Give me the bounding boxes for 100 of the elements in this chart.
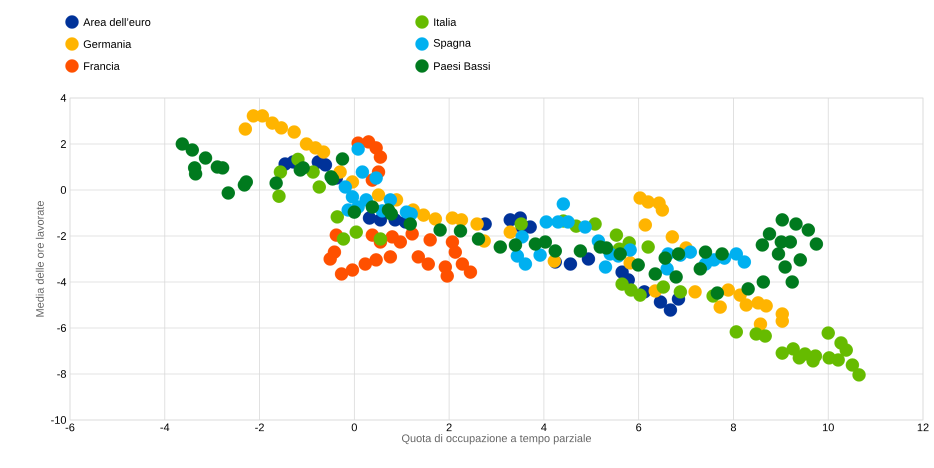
point: [334, 267, 348, 281]
point: [684, 245, 698, 259]
point: [323, 252, 337, 266]
point: [336, 152, 350, 166]
point: [472, 232, 486, 246]
point: [272, 190, 286, 203]
point: [840, 343, 853, 357]
point: [666, 230, 680, 244]
point: [598, 260, 612, 274]
y-tick-label: 0: [60, 186, 66, 194]
x-tick-label: -6: [66, 424, 74, 432]
point: [348, 205, 362, 219]
point: [176, 137, 190, 151]
point: [654, 295, 668, 309]
point: [312, 180, 326, 194]
point: [688, 285, 702, 299]
point: [540, 215, 553, 229]
point: [610, 228, 624, 242]
point: [548, 244, 562, 258]
point: [412, 250, 426, 264]
point: [336, 232, 350, 246]
point: [518, 257, 532, 271]
point: [759, 299, 773, 313]
point: [713, 300, 727, 314]
x-tick-label: 0: [352, 424, 357, 432]
point: [778, 260, 792, 274]
point: [762, 227, 776, 241]
point: [641, 240, 655, 254]
y-tick-label: -10: [51, 416, 66, 424]
point: [633, 288, 647, 302]
point: [758, 329, 772, 343]
point: [504, 225, 517, 239]
point: [350, 225, 363, 239]
point: [346, 263, 360, 277]
x-axis-title: Quota di occupazione a tempo parziale: [402, 434, 592, 444]
y-tick-label: 4: [60, 94, 66, 102]
x-tick-label: -2: [255, 424, 264, 432]
legend-label: Area dell’euro: [83, 18, 150, 26]
x-tick-label: 10: [822, 424, 834, 432]
point: [730, 247, 743, 261]
point: [740, 298, 753, 312]
point: [738, 255, 752, 269]
x-tick-label: 2: [446, 424, 452, 432]
point: [384, 207, 398, 221]
y-tick-label: -4: [57, 278, 66, 286]
point: [508, 238, 522, 252]
point: [356, 165, 370, 179]
point: [776, 213, 789, 227]
point: [384, 250, 398, 264]
point: [632, 258, 645, 272]
point: [366, 200, 380, 214]
point: [615, 277, 629, 291]
point: [846, 358, 860, 372]
point: [810, 237, 824, 251]
point: [582, 252, 596, 266]
point: [786, 342, 800, 356]
legend-label: Spagna: [434, 39, 471, 49]
point: [470, 217, 484, 231]
point: [669, 270, 683, 284]
point: [318, 158, 332, 172]
y-axis-title: Media delle ore lavorate: [36, 201, 44, 317]
point: [423, 233, 437, 247]
point: [346, 190, 360, 204]
legend-label: Francia: [84, 62, 120, 70]
point: [574, 244, 588, 258]
point: [561, 215, 575, 229]
y-tick-label: 2: [60, 140, 66, 148]
point: [656, 280, 670, 294]
y-tick-label: -6: [57, 324, 66, 332]
point: [514, 217, 528, 231]
point: [648, 267, 662, 281]
point: [564, 257, 578, 271]
point: [730, 325, 743, 339]
point: [822, 326, 835, 340]
point: [374, 150, 388, 164]
point: [198, 151, 212, 165]
point: [456, 257, 470, 271]
x-tick-label: -4: [160, 424, 170, 432]
point: [533, 248, 547, 262]
point: [338, 180, 352, 194]
point: [556, 197, 570, 211]
point: [664, 303, 678, 317]
point: [274, 121, 288, 135]
point: [428, 212, 442, 226]
point: [454, 213, 468, 227]
point: [351, 142, 365, 156]
point: [374, 232, 388, 246]
point: [330, 210, 344, 224]
point: [454, 224, 468, 238]
point: [794, 253, 807, 267]
point: [186, 143, 199, 157]
point: [786, 275, 799, 289]
x-tick-label: 6: [636, 424, 642, 432]
point: [369, 171, 383, 185]
point: [446, 235, 460, 249]
point: [404, 217, 417, 231]
legend-label: Germania: [84, 40, 132, 48]
y-tick-label: -2: [57, 232, 66, 240]
point: [358, 257, 372, 271]
point: [238, 122, 252, 136]
